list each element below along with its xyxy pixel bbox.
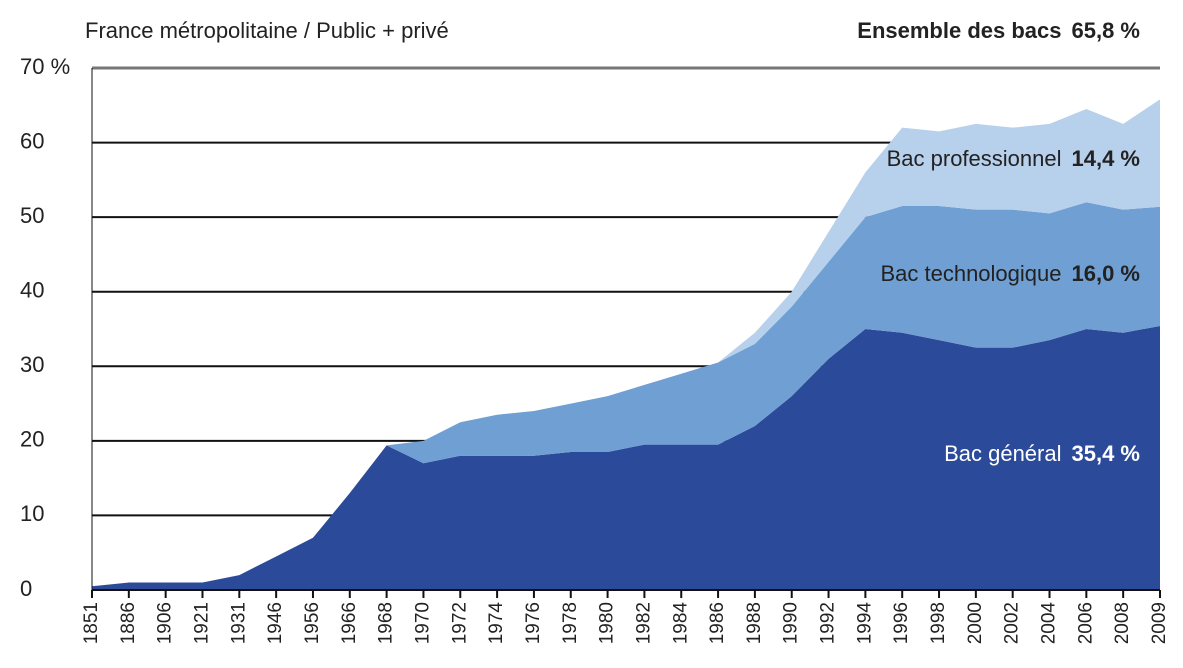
series-value-label: 35,4 % — [1072, 441, 1141, 466]
x-tick-label: 1886 — [118, 602, 139, 644]
x-tick-label: 1998 — [928, 602, 949, 644]
series-label: Bac général 35,4 % — [944, 441, 1140, 466]
x-tick-label: 1996 — [891, 602, 912, 644]
series-label: Bac technologique 16,0 % — [880, 261, 1140, 286]
x-tick-label: 1906 — [155, 602, 176, 644]
x-tick-label: 2000 — [965, 602, 986, 644]
x-tick-label: 1980 — [597, 602, 618, 644]
annotation-label: 65,8 % — [1072, 18, 1141, 43]
subtitle: France métropolitaine / Public + privé — [85, 18, 449, 43]
x-tick-label: 1986 — [707, 602, 728, 644]
y-tick-label: 20 — [20, 427, 44, 452]
x-tick-label: 2002 — [1002, 602, 1023, 644]
x-tick-label: 1988 — [744, 602, 765, 644]
x-tick-label: 1851 — [81, 602, 102, 644]
series-value-label: 16,0 % — [1072, 261, 1141, 286]
area — [92, 99, 1160, 587]
x-tick-label: 1931 — [228, 602, 249, 644]
x-tick-label: 1984 — [670, 602, 691, 645]
x-tick-label: 1982 — [633, 602, 654, 644]
x-tick-label: 1990 — [781, 602, 802, 644]
x-tick-label: 1974 — [486, 602, 507, 645]
x-tick-label: 2006 — [1075, 602, 1096, 644]
x-tick-label: 1966 — [339, 602, 360, 644]
x-tick-label: 1946 — [265, 602, 286, 644]
series-value-label: 14,4 % — [1072, 146, 1141, 171]
y-tick-label: 60 — [20, 128, 44, 153]
x-tick-label: 1968 — [376, 602, 397, 644]
series-name: Bac général — [944, 441, 1061, 466]
total-annotation: Ensemble des bacs 65,8 % — [857, 18, 1140, 43]
y-tick-label: 70 % — [20, 54, 70, 79]
x-tick-label: 2008 — [1112, 602, 1133, 644]
x-tick-label: 1956 — [302, 602, 323, 644]
x-tick-label: 1994 — [854, 602, 875, 645]
area — [92, 326, 1160, 590]
x-tick-label: 2004 — [1039, 602, 1060, 645]
x-tick-label: 1976 — [523, 602, 544, 644]
x-tick-label: 2009 — [1149, 602, 1170, 644]
x-tick-label: 1972 — [449, 602, 470, 644]
y-tick-label: 30 — [20, 352, 44, 377]
annotation-text: Ensemble des bacs — [857, 18, 1061, 43]
x-tick-label: 1992 — [818, 602, 839, 644]
x-tick-label: 1970 — [412, 602, 433, 644]
series-label: Bac professionnel 14,4 % — [887, 146, 1140, 171]
x-tick-label: 1921 — [191, 602, 212, 644]
y-tick-label: 10 — [20, 501, 44, 526]
y-tick-label: 50 — [20, 203, 44, 228]
series-name: Bac professionnel — [887, 146, 1062, 171]
y-tick-label: 0 — [20, 576, 32, 601]
area — [92, 202, 1160, 587]
x-tick-label: 1978 — [560, 602, 581, 644]
y-tick-label: 40 — [20, 278, 44, 303]
series-name: Bac technologique — [880, 261, 1061, 286]
